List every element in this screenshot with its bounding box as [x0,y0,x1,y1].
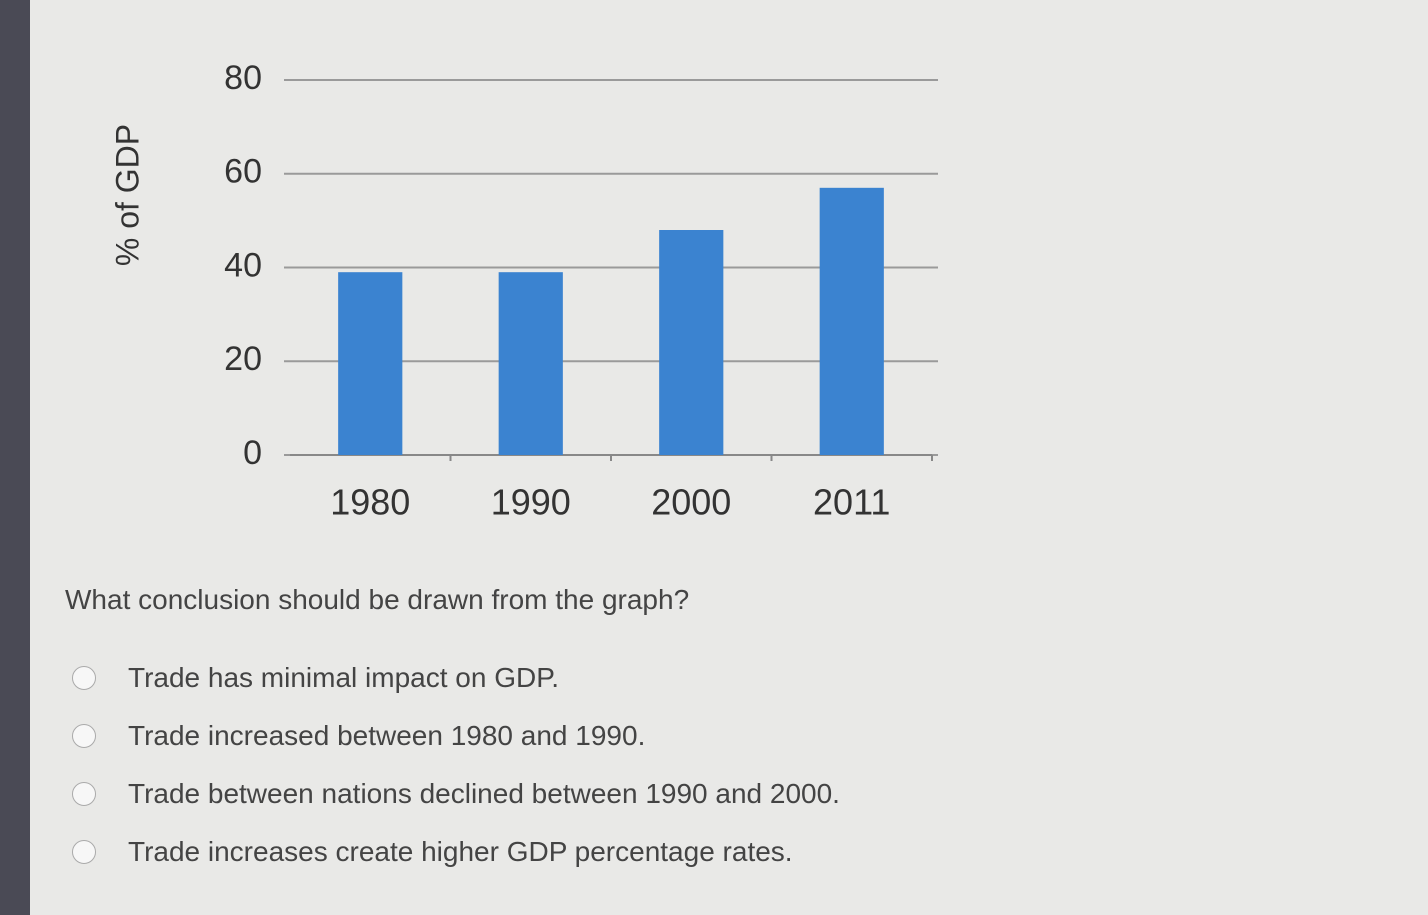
y-tick-label: 60 [224,153,262,191]
radio-button[interactable] [72,782,96,806]
option[interactable]: Trade between nations declined between 1… [72,778,840,810]
y-tick-label: 80 [224,59,262,97]
y-tick-label: 40 [224,246,262,284]
option[interactable]: Trade has minimal impact on GDP. [72,662,559,694]
x-tick-label: 1980 [330,482,410,523]
option[interactable]: Trade increases create higher GDP percen… [72,836,793,868]
bar [819,187,884,455]
option[interactable]: Trade increased between 1980 and 1990. [72,720,645,752]
bar [338,272,403,455]
option-text[interactable]: Trade between nations declined between 1… [128,778,840,809]
y-tick-label: 0 [243,434,262,472]
x-tick-label: 1990 [491,482,571,523]
chart: % of GDP 0 20 40 60 80 1980 1990 2000 2011 [109,59,938,523]
radio-button[interactable] [72,666,96,690]
bar [659,230,724,455]
radio-button[interactable] [72,840,96,864]
question: What conclusion should be drawn from the… [65,584,690,615]
x-tick-label: 2000 [651,482,731,523]
option-text[interactable]: Trade has minimal impact on GDP. [128,662,560,693]
y-axis-label: % of GDP [109,124,145,266]
side-strip [0,0,30,915]
x-tick-label: 2011 [813,482,890,523]
option-text[interactable]: Trade increased between 1980 and 1990. [128,720,646,751]
y-tick-label: 20 [224,340,262,378]
bar [498,272,563,455]
radio-button[interactable] [72,724,96,748]
option-text[interactable]: Trade increases create higher GDP percen… [128,836,793,867]
